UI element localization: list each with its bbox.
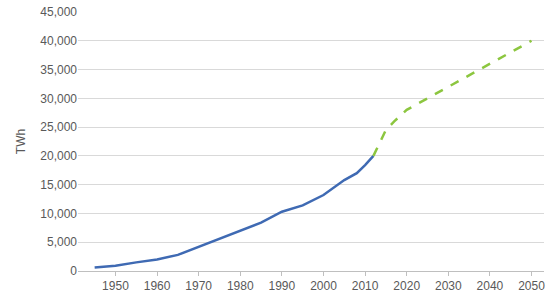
svg-text:35,000: 35,000 xyxy=(40,63,77,77)
svg-text:TWh: TWh xyxy=(14,129,28,154)
svg-text:10,000: 10,000 xyxy=(40,207,77,221)
svg-text:2040: 2040 xyxy=(477,279,504,293)
svg-text:2020: 2020 xyxy=(393,279,420,293)
svg-text:45,000: 45,000 xyxy=(40,5,77,19)
svg-text:2030: 2030 xyxy=(435,279,462,293)
svg-text:30,000: 30,000 xyxy=(40,92,77,106)
svg-text:15,000: 15,000 xyxy=(40,178,77,192)
svg-text:5,000: 5,000 xyxy=(47,235,77,249)
svg-text:1970: 1970 xyxy=(185,279,212,293)
svg-text:40,000: 40,000 xyxy=(40,34,77,48)
svg-text:1990: 1990 xyxy=(269,279,296,293)
svg-text:20,000: 20,000 xyxy=(40,149,77,163)
svg-text:2000: 2000 xyxy=(310,279,337,293)
svg-text:2010: 2010 xyxy=(352,279,379,293)
svg-text:0: 0 xyxy=(70,264,77,278)
svg-text:1960: 1960 xyxy=(144,279,171,293)
svg-text:2050: 2050 xyxy=(518,279,545,293)
svg-text:25,000: 25,000 xyxy=(40,120,77,134)
svg-text:1980: 1980 xyxy=(227,279,254,293)
svg-text:1950: 1950 xyxy=(102,279,129,293)
